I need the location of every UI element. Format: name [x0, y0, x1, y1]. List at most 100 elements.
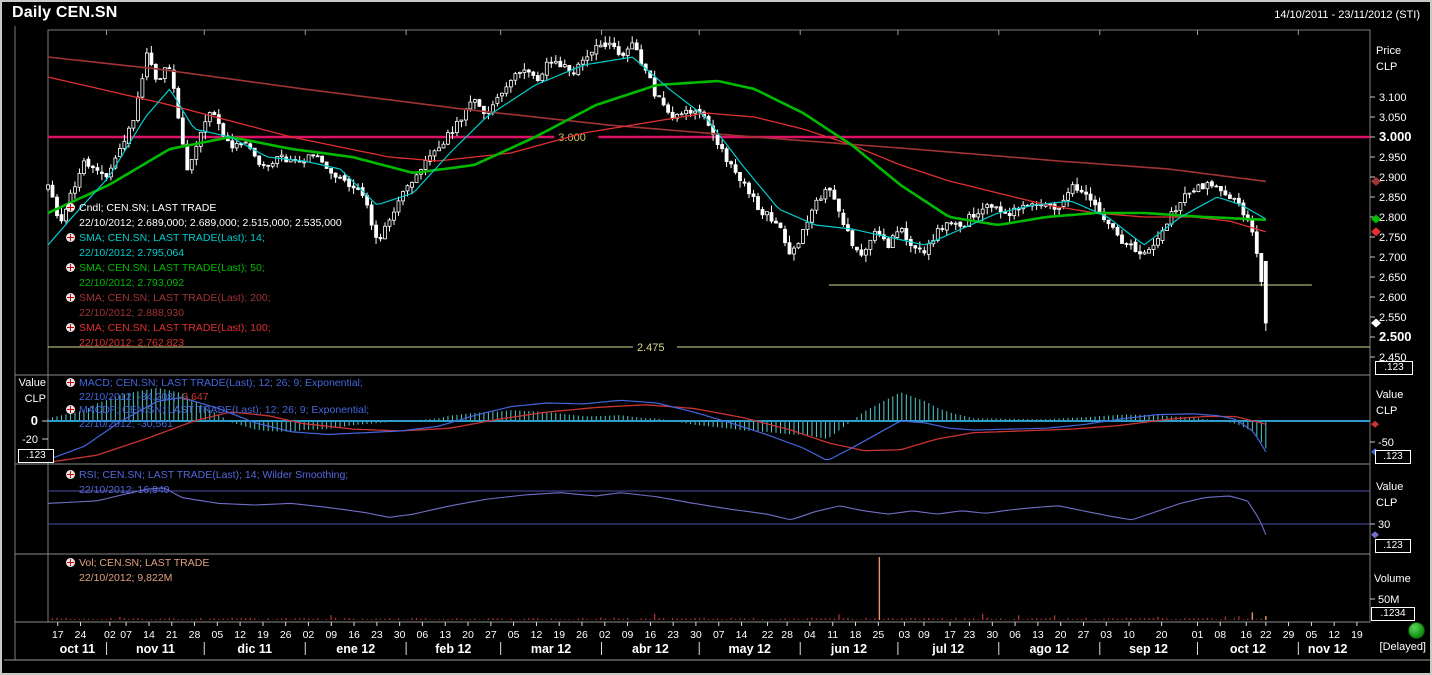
rsi-axis-title: Value	[1376, 481, 1403, 493]
day-tick-label: 16	[348, 629, 360, 641]
month-label: may 12	[729, 642, 771, 656]
month-label: jul 12	[931, 642, 964, 656]
series-marker-icon[interactable]	[66, 405, 75, 414]
level-label: 2.475	[637, 342, 665, 354]
day-tick-label: 09	[622, 629, 634, 641]
month-label: ago 12	[1029, 642, 1069, 656]
macd-panel-legend: MACD; CEN.SN; LAST TRADE(Last); 12; 26; …	[66, 377, 369, 431]
price-axis-title: CLP	[1376, 61, 1397, 73]
day-tick-label: 30	[394, 629, 406, 641]
legend-line: 22/10/2012; 2.762,823	[79, 336, 342, 351]
legend-line: 22/10/2012; 2.888,930	[79, 306, 342, 321]
rsi-axis-marker-icon	[1371, 531, 1379, 539]
day-tick-label: 07	[713, 629, 725, 641]
legend-text: 22/10/2012; -30,561	[79, 417, 173, 430]
price-tick-label: 2.750	[1379, 232, 1407, 244]
sma-100-line	[47, 76, 1267, 233]
sma-200-line	[47, 56, 1266, 183]
price-precision-button[interactable]: .123	[1375, 361, 1413, 375]
day-tick-label: 11	[827, 629, 838, 641]
day-tick-label: 26	[280, 629, 292, 641]
level-label: 3.000	[558, 132, 586, 144]
day-tick-label: 02	[303, 629, 315, 641]
day-tick-label: 04	[804, 629, 816, 641]
macd-tick-label: 0	[31, 413, 38, 428]
volume-axis-title: Volume	[1374, 573, 1411, 585]
price-tick-label: 2.700	[1379, 252, 1407, 264]
legend-text: MACDF; CEN.SN; LAST TRADE(Last); 12; 26;…	[79, 404, 370, 416]
month-label: mar 12	[531, 642, 571, 656]
series-marker-icon[interactable]	[66, 558, 75, 567]
day-tick-label: 12	[531, 629, 543, 641]
day-tick-label: 26	[576, 629, 588, 641]
month-label: sep 12	[1129, 642, 1168, 656]
price-axis-title: Price	[1376, 45, 1401, 57]
day-tick-label: 14	[143, 629, 155, 641]
day-tick-label: 08	[1214, 629, 1226, 641]
series-marker-icon[interactable]	[66, 378, 75, 387]
macd-axis-marker-icon	[1371, 420, 1379, 428]
legend-line: 22/10/2012; 9,822M	[79, 571, 209, 586]
series-marker-icon[interactable]	[66, 203, 75, 212]
day-tick-label: 30	[690, 629, 702, 641]
day-tick-label: 23	[371, 629, 383, 641]
series-marker-icon[interactable]	[66, 263, 75, 272]
month-label: nov 12	[1308, 642, 1348, 656]
macd-right-axis-title: Value	[1376, 389, 1403, 401]
legend-text: 22/10/2012; 2.762,823	[79, 337, 185, 349]
legend-line: MACD; CEN.SN; LAST TRADE(Last); 12; 26; …	[66, 377, 369, 391]
day-tick-label: 20	[1055, 629, 1067, 641]
price-tick-label: 2.850	[1379, 192, 1407, 204]
price-tick-label: 2.550	[1379, 312, 1407, 324]
day-tick-label: 22	[762, 629, 774, 641]
legend-text: SMA; CEN.SN; LAST TRADE(Last); 100;	[79, 322, 271, 334]
price-tick-label: 2.650	[1379, 272, 1407, 284]
macd-left-precision-button[interactable]: .123	[18, 449, 54, 463]
day-tick-label: 27	[1078, 629, 1090, 641]
day-tick-label: 17	[944, 629, 956, 641]
sma-14-line	[47, 56, 1267, 246]
day-tick-label: 19	[1351, 629, 1363, 641]
day-tick-label: 10	[1123, 629, 1135, 641]
day-tick-label: 28	[781, 629, 793, 641]
month-label: oct 12	[1230, 642, 1266, 656]
macd-left-axis-title: CLP	[25, 393, 46, 405]
legend-text: SMA; CEN.SN; LAST TRADE(Last); 14;	[79, 232, 265, 244]
day-tick-label: 22	[1260, 629, 1272, 641]
day-tick-label: 09	[325, 629, 337, 641]
volume-precision-button[interactable]: .1234	[1371, 607, 1415, 621]
legend-line: SMA; CEN.SN; LAST TRADE(Last); 200;	[66, 291, 342, 306]
legend-text: -3,647	[175, 390, 209, 403]
series-marker-icon[interactable]	[66, 323, 75, 332]
macd-right-axis-title: CLP	[1376, 405, 1397, 417]
level-label-bg	[632, 340, 677, 353]
rsi-line	[47, 487, 1267, 536]
rsi-precision-button[interactable]: .123	[1375, 539, 1411, 553]
legend-line: 22/10/2012; 2.689,000; 2.689,000; 2.515,…	[79, 216, 342, 231]
legend-text: SMA; CEN.SN; LAST TRADE(Last); 200;	[79, 292, 271, 304]
price-tick-label: 2.950	[1379, 152, 1407, 164]
macd-right-precision-button[interactable]: .123	[1375, 450, 1411, 464]
date-range-label: 14/10/2011 - 23/11/2012 (STI)	[1274, 9, 1420, 21]
series-marker-icon[interactable]	[66, 233, 75, 242]
volume-bars	[47, 557, 1267, 620]
legend-line: Cndl; CEN.SN; LAST TRADE	[66, 201, 342, 216]
day-tick-label: 27	[485, 629, 497, 641]
series-marker-icon[interactable]	[66, 293, 75, 302]
day-tick-label: 02	[104, 629, 116, 641]
legend-text: RSI; CEN.SN; LAST TRADE(Last); 14; Wilde…	[79, 469, 349, 481]
macd-left-axis-title: Value	[19, 377, 46, 389]
price-axis-marker-icon	[1371, 318, 1381, 328]
price-tick-label: 3.100	[1379, 92, 1407, 104]
day-tick-label: 30	[986, 629, 998, 641]
macd-line	[47, 397, 1267, 461]
legend-text: 22/10/2012; 9,822M	[79, 572, 173, 584]
delayed-status-label: [Delayed]	[1379, 641, 1426, 653]
month-label: feb 12	[435, 642, 471, 656]
legend-text: 22/10/2012; 16,940	[79, 484, 170, 496]
series-marker-icon[interactable]	[66, 470, 75, 479]
price-tick-label: 2.600	[1379, 292, 1407, 304]
day-tick-label: 21	[166, 629, 178, 641]
